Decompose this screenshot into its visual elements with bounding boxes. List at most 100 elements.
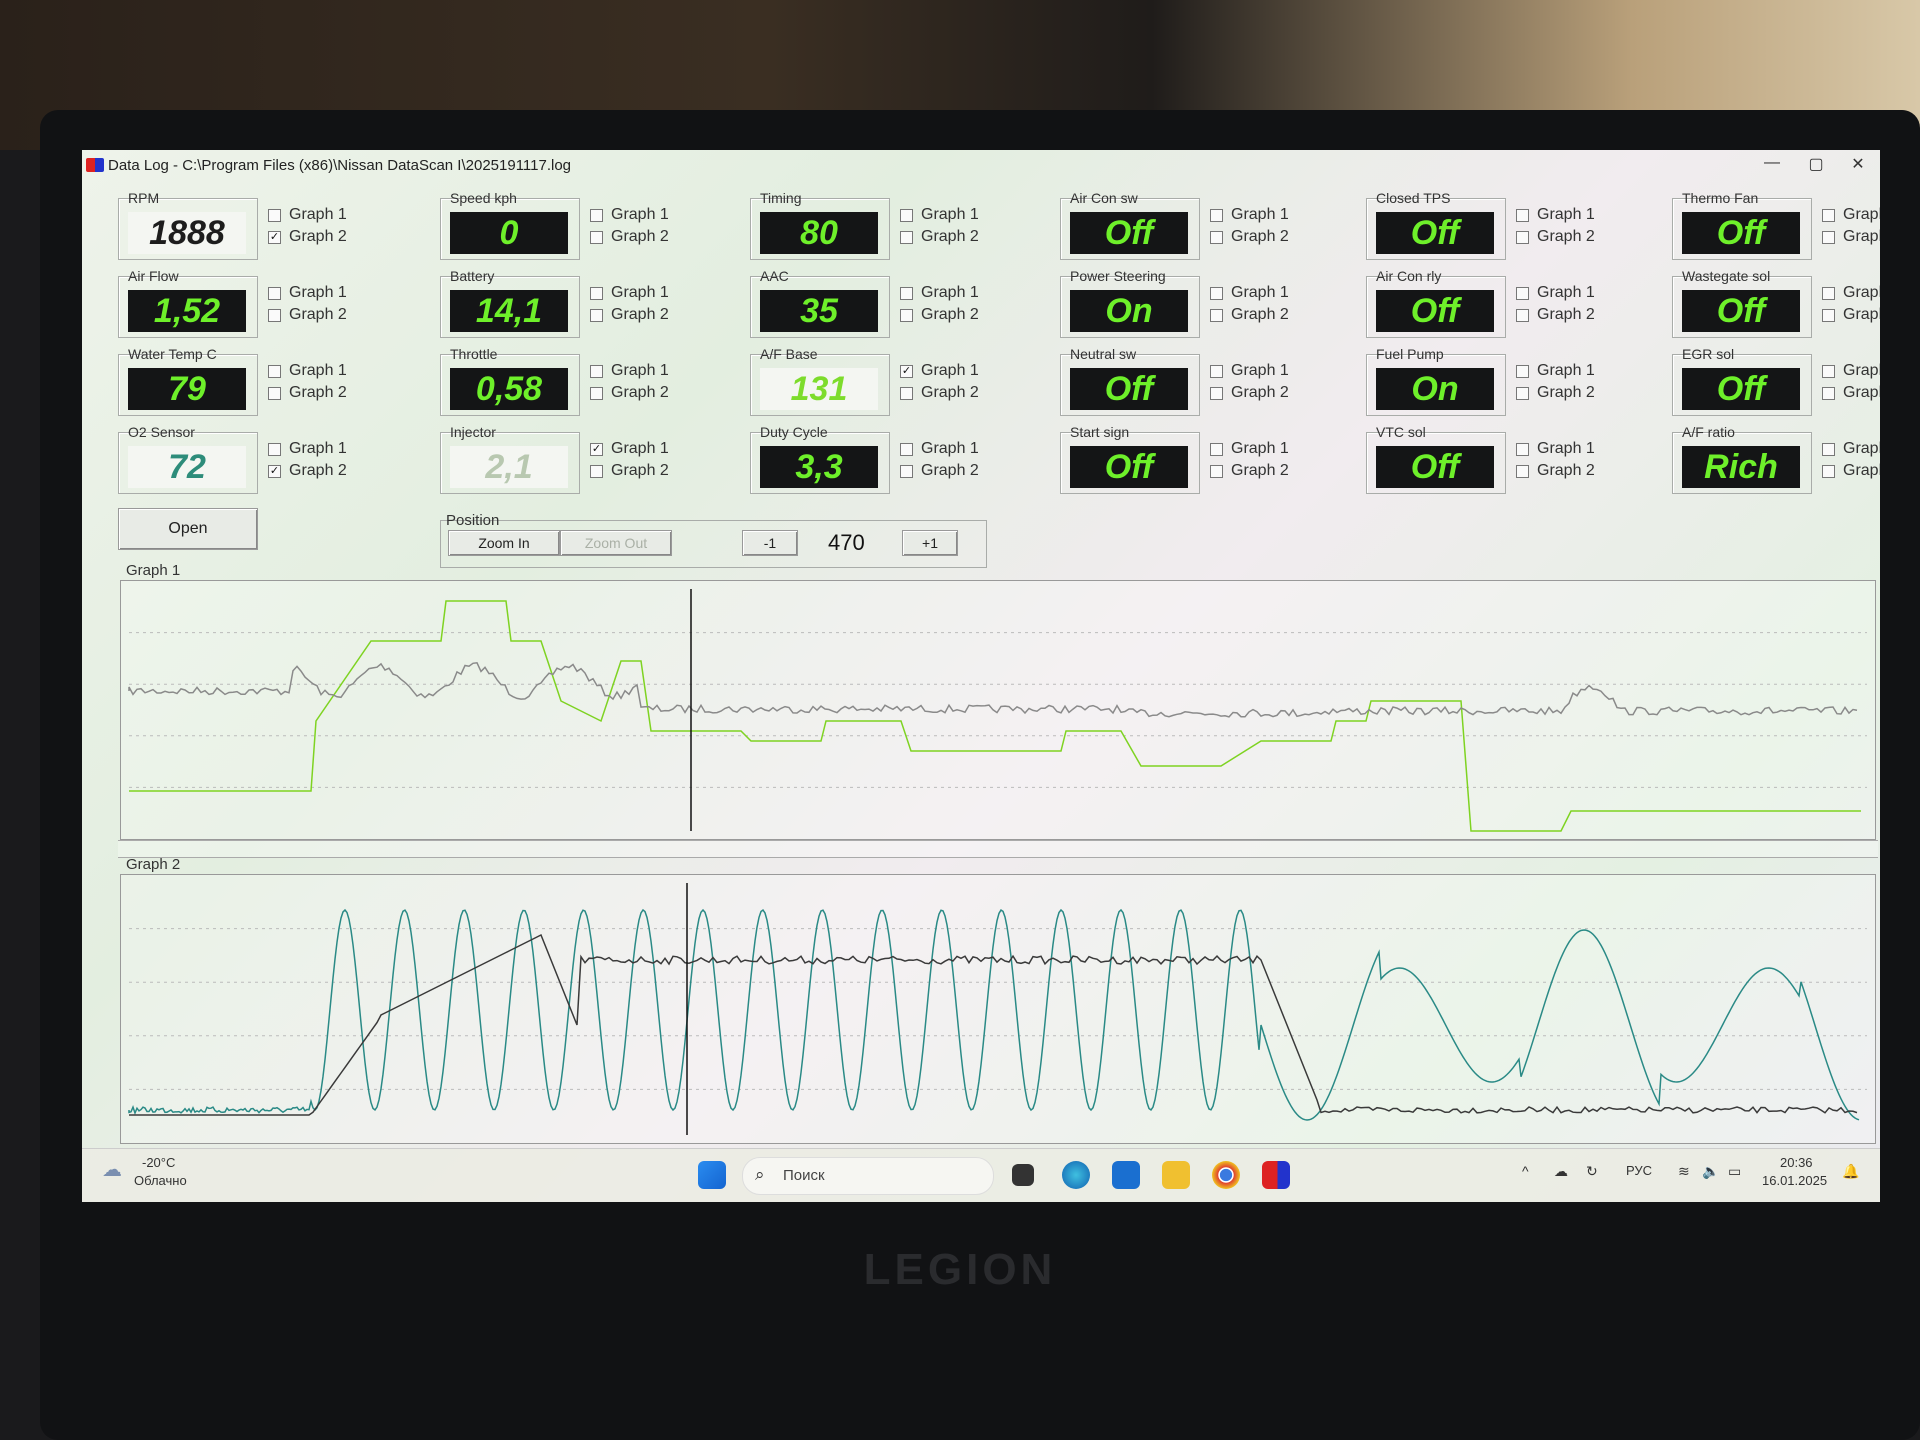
graph1-checkbox[interactable]: Graph 1 bbox=[590, 360, 669, 382]
checkbox-box[interactable] bbox=[268, 308, 281, 322]
checkbox-box[interactable] bbox=[590, 464, 603, 478]
checkbox-box[interactable] bbox=[1516, 442, 1529, 456]
graph2-checkbox[interactable]: Graph 2 bbox=[590, 226, 669, 248]
search-box[interactable]: ⌕ Поиск bbox=[742, 1157, 994, 1195]
graph1-checkbox[interactable]: Graph 1 bbox=[590, 282, 669, 304]
checkbox-box[interactable] bbox=[1516, 308, 1529, 322]
start-icon[interactable] bbox=[698, 1161, 726, 1189]
graph1-checkbox[interactable]: Graph 1 bbox=[900, 282, 979, 304]
onedrive-icon[interactable]: ☁ bbox=[1554, 1163, 1568, 1179]
checkbox-box[interactable] bbox=[590, 208, 603, 222]
graph2-checkbox[interactable]: Graph 2 bbox=[1210, 382, 1289, 404]
graph1-checkbox[interactable]: Graph 1 bbox=[1822, 438, 1880, 460]
minimize-button[interactable]: — bbox=[1764, 154, 1780, 171]
graph1-checkbox[interactable]: Graph 1 bbox=[1822, 204, 1880, 226]
graph2-checkbox[interactable]: Graph 2 bbox=[900, 382, 979, 404]
graph2-checkbox[interactable]: Graph 2 bbox=[1822, 304, 1880, 326]
checkbox-box[interactable] bbox=[1210, 308, 1223, 322]
checkbox-box[interactable]: ✓ bbox=[590, 442, 603, 456]
checkbox-box[interactable] bbox=[1516, 364, 1529, 378]
file-explorer-icon[interactable] bbox=[1162, 1161, 1190, 1189]
graph1-checkbox[interactable]: Graph 1 bbox=[590, 204, 669, 226]
checkbox-box[interactable] bbox=[590, 308, 603, 322]
zoom-in-button[interactable]: Zoom In bbox=[448, 530, 560, 556]
graph1-checkbox[interactable]: ✓ Graph 1 bbox=[590, 438, 669, 460]
checkbox-box[interactable] bbox=[590, 364, 603, 378]
checkbox-box[interactable] bbox=[268, 208, 281, 222]
checkbox-box[interactable] bbox=[1210, 386, 1223, 400]
graph2-checkbox[interactable]: Graph 2 bbox=[590, 382, 669, 404]
graph2-checkbox[interactable]: Graph 2 bbox=[1822, 382, 1880, 404]
checkbox-box[interactable] bbox=[1822, 230, 1835, 244]
checkbox-box[interactable] bbox=[1516, 464, 1529, 478]
checkbox-box[interactable]: ✓ bbox=[268, 230, 281, 244]
graph2-checkbox[interactable]: Graph 2 bbox=[268, 304, 347, 326]
graph1-checkbox[interactable]: Graph 1 bbox=[1210, 282, 1289, 304]
graph-scrollbar[interactable] bbox=[118, 840, 1878, 858]
graph1-checkbox[interactable]: Graph 1 bbox=[1210, 438, 1289, 460]
checkbox-box[interactable] bbox=[268, 364, 281, 378]
graph2-checkbox[interactable]: Graph 2 bbox=[900, 460, 979, 482]
checkbox-box[interactable] bbox=[1822, 442, 1835, 456]
graph1-checkbox[interactable]: Graph 1 bbox=[1822, 360, 1880, 382]
checkbox-box[interactable] bbox=[1822, 208, 1835, 222]
graph1-checkbox[interactable]: Graph 1 bbox=[268, 360, 347, 382]
checkbox-box[interactable] bbox=[1210, 364, 1223, 378]
checkbox-box[interactable] bbox=[1822, 386, 1835, 400]
graph2-checkbox[interactable]: Graph 2 bbox=[900, 226, 979, 248]
graph2-checkbox[interactable]: Graph 2 bbox=[1210, 226, 1289, 248]
checkbox-box[interactable] bbox=[900, 230, 913, 244]
checkbox-box[interactable] bbox=[268, 442, 281, 456]
checkbox-box[interactable] bbox=[900, 464, 913, 478]
checkbox-box[interactable] bbox=[900, 208, 913, 222]
graph1-checkbox[interactable]: Graph 1 bbox=[1516, 360, 1595, 382]
clock-date[interactable]: 16.01.2025 bbox=[1762, 1173, 1828, 1188]
outlook-icon[interactable] bbox=[1112, 1161, 1140, 1189]
graph2-checkbox[interactable]: Graph 2 bbox=[900, 304, 979, 326]
checkbox-box[interactable] bbox=[900, 386, 913, 400]
nissan-datascan-icon[interactable] bbox=[1262, 1161, 1290, 1189]
checkbox-box[interactable] bbox=[1210, 464, 1223, 478]
sync-icon[interactable]: ↻ bbox=[1586, 1163, 1598, 1179]
checkbox-box[interactable]: ✓ bbox=[900, 364, 913, 378]
zoom-out-button[interactable]: Zoom Out bbox=[560, 530, 672, 556]
checkbox-box[interactable] bbox=[1822, 308, 1835, 322]
checkbox-box[interactable] bbox=[1210, 286, 1223, 300]
checkbox-box[interactable] bbox=[1822, 286, 1835, 300]
graph1-checkbox[interactable]: Graph 1 bbox=[268, 282, 347, 304]
restore-button[interactable]: ▢ bbox=[1808, 156, 1824, 173]
checkbox-box[interactable] bbox=[1822, 364, 1835, 378]
checkbox-box[interactable] bbox=[1210, 208, 1223, 222]
checkbox-box[interactable] bbox=[900, 286, 913, 300]
tray-overflow-icon[interactable]: ^ bbox=[1522, 1163, 1529, 1179]
checkbox-box[interactable] bbox=[1210, 230, 1223, 244]
graph2-checkbox[interactable]: ✓ Graph 2 bbox=[268, 226, 347, 248]
graph1-checkbox[interactable]: Graph 1 bbox=[1516, 438, 1595, 460]
graph2-checkbox[interactable]: Graph 2 bbox=[590, 304, 669, 326]
checkbox-box[interactable] bbox=[900, 442, 913, 456]
graph1-checkbox[interactable]: Graph 1 bbox=[1822, 282, 1880, 304]
graph2-checkbox[interactable]: Graph 2 bbox=[1210, 304, 1289, 326]
graph1-checkbox[interactable]: ✓ Graph 1 bbox=[900, 360, 979, 382]
checkbox-box[interactable] bbox=[1516, 230, 1529, 244]
graph2-checkbox[interactable]: Graph 2 bbox=[1516, 226, 1595, 248]
graph1-checkbox[interactable]: Graph 1 bbox=[268, 438, 347, 460]
volume-icon[interactable]: 🔈 bbox=[1702, 1163, 1720, 1179]
checkbox-box[interactable] bbox=[268, 286, 281, 300]
checkbox-box[interactable] bbox=[1516, 208, 1529, 222]
checkbox-box[interactable] bbox=[268, 386, 281, 400]
graph1-checkbox[interactable]: Graph 1 bbox=[1516, 282, 1595, 304]
notification-icon[interactable]: 🔔 bbox=[1842, 1163, 1860, 1179]
battery-icon[interactable]: ▭ bbox=[1728, 1163, 1742, 1179]
graph2-checkbox[interactable]: Graph 2 bbox=[1516, 382, 1595, 404]
edge-icon[interactable] bbox=[1062, 1161, 1090, 1189]
graph2-checkbox[interactable]: Graph 2 bbox=[1210, 460, 1289, 482]
open-button[interactable]: Open bbox=[118, 508, 258, 550]
graph1-checkbox[interactable]: Graph 1 bbox=[268, 204, 347, 226]
graph1-checkbox[interactable]: Graph 1 bbox=[900, 438, 979, 460]
graph1-checkbox[interactable]: Graph 1 bbox=[1516, 204, 1595, 226]
graph2-checkbox[interactable]: Graph 2 bbox=[268, 382, 347, 404]
graph1-checkbox[interactable]: Graph 1 bbox=[900, 204, 979, 226]
checkbox-box[interactable] bbox=[1822, 464, 1835, 478]
graph1-checkbox[interactable]: Graph 1 bbox=[1210, 360, 1289, 382]
